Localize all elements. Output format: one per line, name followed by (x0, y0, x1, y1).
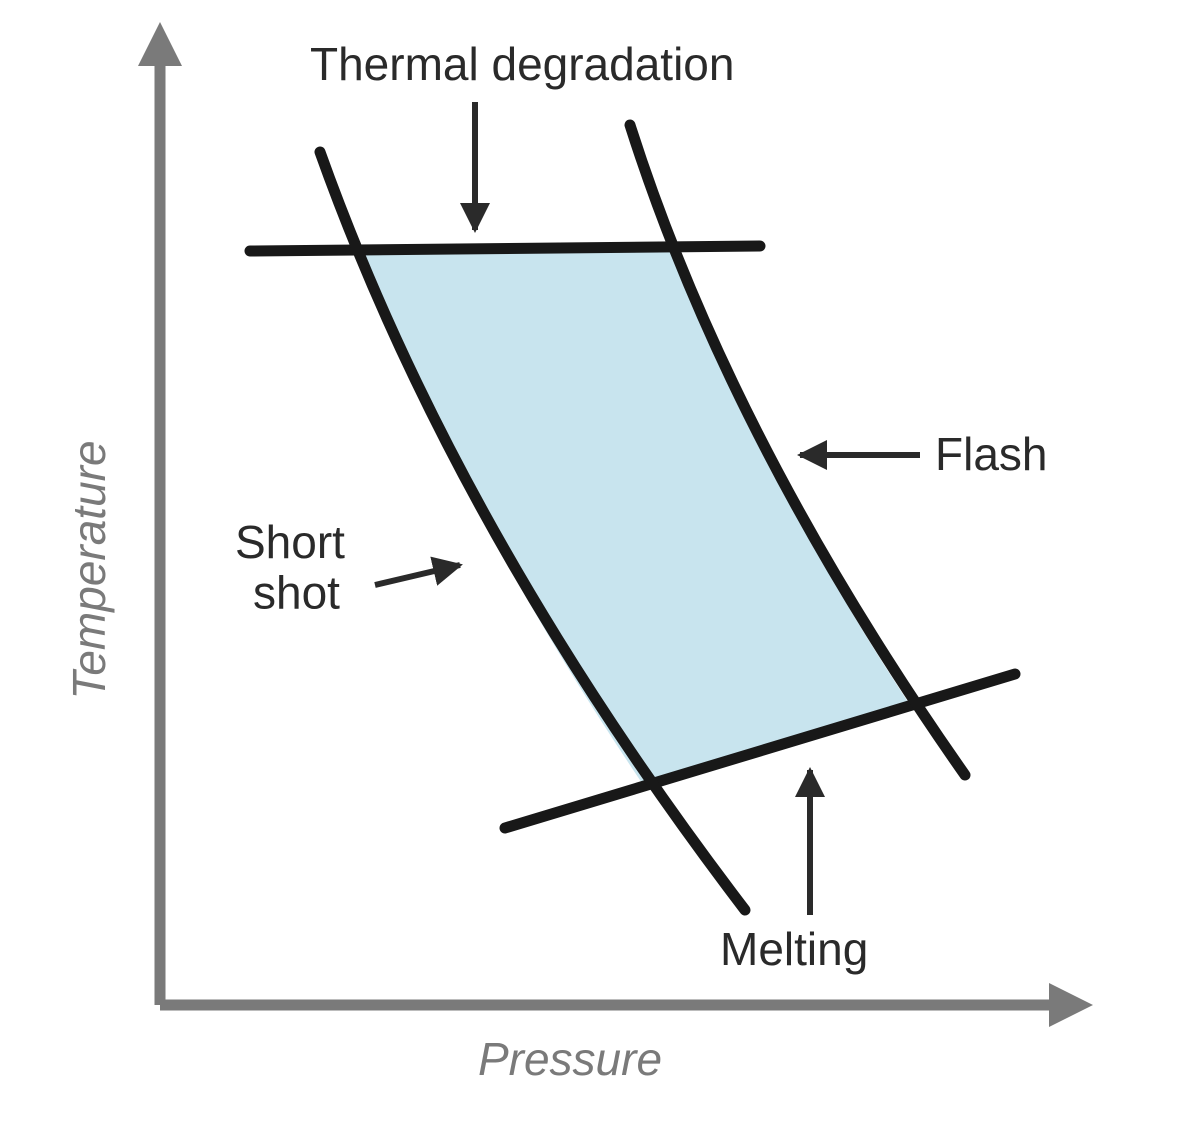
process-window-diagram: Pressure Temperature Thermal degradation… (0, 0, 1200, 1147)
operating-window-region (359, 248, 910, 787)
thermal-degradation-boundary (250, 246, 760, 251)
short-shot-label: Short shot (235, 516, 460, 619)
x-axis-label: Pressure (478, 1033, 662, 1085)
svg-text:Flash: Flash (935, 428, 1047, 480)
y-axis-label: Temperature (63, 440, 115, 699)
flash-label: Flash (800, 428, 1047, 480)
svg-text:Short shot: Short shot (235, 516, 358, 619)
melting-label: Melting (720, 770, 868, 975)
svg-text:Thermal degradation: Thermal degradation (310, 38, 734, 90)
svg-text:Melting: Melting (720, 923, 868, 975)
thermal-degradation-label: Thermal degradation (310, 38, 734, 230)
